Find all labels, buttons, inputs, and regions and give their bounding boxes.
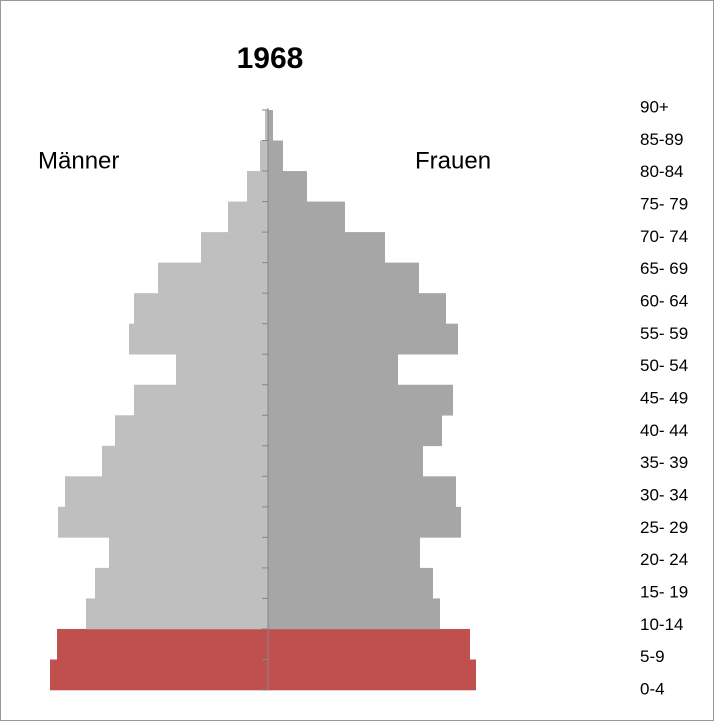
bar <box>58 506 268 538</box>
bar <box>65 476 268 508</box>
bar <box>228 201 268 233</box>
bar <box>268 537 420 569</box>
bar <box>57 628 268 660</box>
bar <box>268 415 442 447</box>
bar <box>268 293 446 324</box>
bar <box>268 323 458 355</box>
series-label: Frauen <box>415 147 491 174</box>
bar <box>109 537 268 569</box>
bar <box>268 354 398 386</box>
category-label: 65- 69 <box>640 259 688 278</box>
series-label: Männer <box>38 147 119 174</box>
bar <box>265 110 268 141</box>
bar <box>134 384 268 416</box>
category-label: 75- 79 <box>640 194 688 213</box>
bar <box>129 323 268 355</box>
category-label: 0-4 <box>640 679 665 698</box>
bar <box>268 384 453 416</box>
chart-title: 1968 <box>237 42 304 75</box>
bar <box>268 262 419 294</box>
bar <box>247 171 268 202</box>
bar <box>268 659 476 691</box>
category-label: 85-89 <box>640 130 683 149</box>
category-label: 5-9 <box>640 647 665 666</box>
bar <box>158 262 268 294</box>
bar <box>134 293 268 324</box>
category-label: 90+ <box>640 97 669 116</box>
category-label: 15- 19 <box>640 582 688 601</box>
bar <box>115 415 268 447</box>
bar <box>268 110 273 141</box>
bar <box>268 476 456 508</box>
bar <box>95 567 268 599</box>
bar <box>268 598 440 630</box>
bar <box>268 171 307 202</box>
bar <box>268 140 283 172</box>
bar <box>268 567 433 599</box>
category-label: 40- 44 <box>640 421 688 440</box>
bar <box>268 445 423 477</box>
category-label: 70- 74 <box>640 227 688 246</box>
bar <box>201 232 268 263</box>
bar <box>268 506 461 538</box>
bar <box>268 201 345 233</box>
bar <box>268 628 470 660</box>
bar <box>268 232 385 263</box>
bar <box>50 659 268 691</box>
category-label: 60- 64 <box>640 291 688 310</box>
category-label: 50- 54 <box>640 356 688 375</box>
category-label: 10-14 <box>640 615 683 634</box>
bar <box>86 598 268 630</box>
bar <box>260 140 268 172</box>
category-label: 30- 34 <box>640 485 688 504</box>
category-label: 45- 49 <box>640 388 688 407</box>
category-label: 35- 39 <box>640 453 688 472</box>
bar <box>102 445 268 477</box>
category-label: 80-84 <box>640 162 683 181</box>
category-label: 55- 59 <box>640 324 688 343</box>
bar <box>176 354 268 386</box>
category-label: 25- 29 <box>640 518 688 537</box>
category-label: 20- 24 <box>640 550 688 569</box>
